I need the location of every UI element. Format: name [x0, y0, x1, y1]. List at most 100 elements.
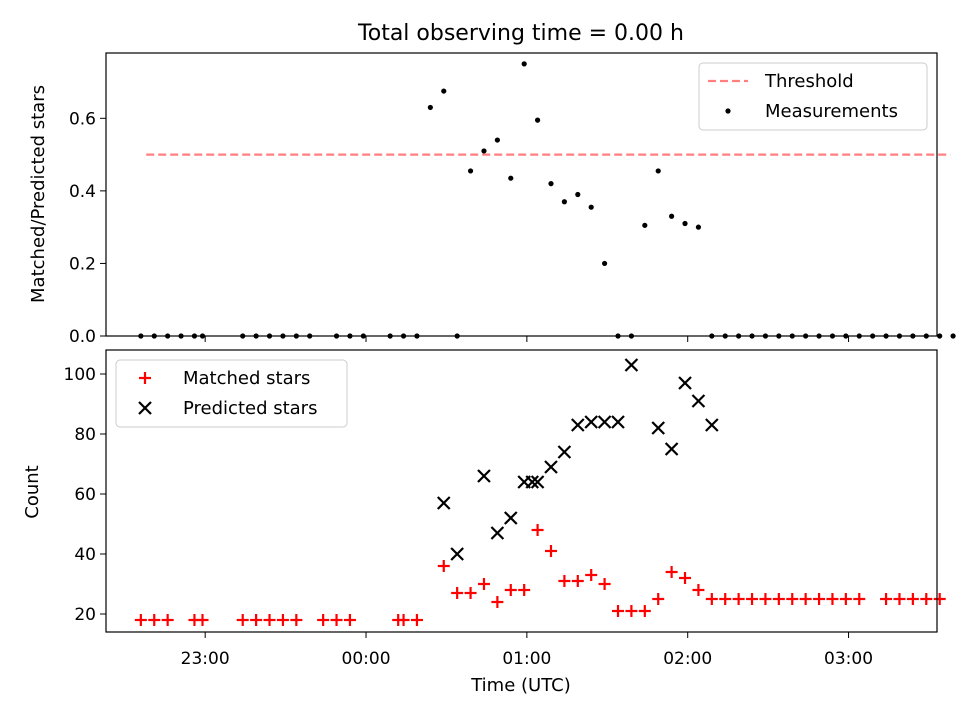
matched-star-point [410, 614, 423, 626]
predicted-star-point [624, 358, 639, 372]
bottom-legend-box [115, 359, 348, 428]
bottom-axes-frame [105, 349, 938, 633]
predicted-star-point [544, 460, 558, 474]
matched-star-point [625, 605, 638, 617]
matched-star-point [571, 575, 584, 587]
matched-star-point [477, 578, 490, 590]
matched-star-point [504, 584, 517, 596]
predicted-star-point [530, 475, 545, 489]
measurement-point [588, 204, 594, 210]
matched-star-point [531, 524, 544, 536]
predicted-star-point [436, 496, 451, 510]
matched-star-point [826, 593, 839, 605]
predicted-star-point [584, 415, 598, 429]
predicted-star-point [450, 547, 464, 561]
matched-star-point [544, 545, 557, 557]
top-legend: Threshold Measurements [698, 62, 928, 131]
matched-star-point [786, 593, 799, 605]
matched-star-point [665, 566, 678, 578]
predicted-star-point [678, 376, 692, 390]
matched-star-point [343, 614, 356, 626]
predicted-star-point [651, 421, 665, 435]
matched-star-point [134, 614, 147, 626]
matched-star-point [236, 614, 249, 626]
bottom-ytick-label: 100 [64, 365, 96, 385]
measurement-point [548, 181, 554, 187]
legend-predicted-swatch [138, 401, 152, 415]
top-y-axis-label: Matched/Predicted stars [28, 85, 49, 303]
measurement-point [494, 137, 500, 143]
matched-star-point [772, 593, 785, 605]
matched-star-point [839, 593, 852, 605]
matched-star-point [330, 614, 343, 626]
bottom-panel: Count Time (UTC) 20 40 60 80 100 23:00 00:00 0… [22, 349, 946, 696]
matched-star-point [290, 614, 303, 626]
predicted-star-point [611, 415, 625, 429]
matched-star-point [906, 593, 919, 605]
predicted-star-point [503, 511, 518, 525]
matched-star-point [719, 593, 732, 605]
matched-star-point [746, 593, 759, 605]
bottom-xtick-label: 23:00 [181, 649, 230, 669]
bottom-ytick-label: 80 [74, 425, 96, 445]
matched-star-point [813, 593, 826, 605]
legend-threshold-label: Threshold [764, 71, 854, 92]
matched-star-point [148, 614, 161, 626]
bottom-xtick-label: 01:00 [502, 649, 551, 669]
measurement-point [441, 88, 447, 94]
matched-star-point [652, 593, 665, 605]
measurement-point [642, 222, 648, 228]
top-panel: Total observing time = 0.00 h Matched/Pr… [28, 21, 956, 347]
measurement-point [655, 168, 661, 174]
matched-star-point [759, 593, 772, 605]
top-ytick-label: 0.2 [69, 254, 96, 274]
bottom-ytick-label: 60 [74, 485, 96, 505]
legend-measurements-label: Measurements [765, 101, 898, 122]
matched-star-point [464, 587, 477, 599]
top-ytick-label: 0.4 [69, 182, 96, 202]
predicted-star-point [525, 475, 540, 489]
measurement-point [669, 213, 675, 219]
predicted-star-point [557, 445, 572, 459]
legend-predicted-label: Predicted stars [183, 398, 317, 419]
top-x-ticks [204, 336, 850, 342]
legend-measurements-swatch [725, 108, 731, 114]
top-plot-area [138, 61, 956, 339]
matched-star-point [491, 596, 504, 608]
measurement-point [521, 61, 527, 67]
bottom-xtick-label: 02:00 [663, 649, 712, 669]
measurement-point [575, 191, 581, 198]
matched-star-point [732, 593, 745, 605]
matched-star-point [558, 575, 571, 587]
matched-star-point [853, 593, 866, 605]
matched-star-point [397, 614, 410, 626]
bottom-xtick-label: 03:00 [824, 649, 873, 669]
bottom-plot-area [134, 358, 946, 626]
measurement-point [481, 148, 487, 154]
matched-star-point [799, 593, 812, 605]
matched-star-point [598, 578, 611, 590]
bottom-x-axis-label: Time (UTC) [470, 675, 571, 696]
legend-matched-label: Matched stars [183, 368, 310, 389]
matched-star-point [451, 587, 464, 599]
top-y-ticks: 0.0 0.2 0.4 0.6 [69, 109, 106, 347]
matched-star-point [920, 593, 933, 605]
bottom-ytick-label: 40 [74, 545, 96, 565]
measurement-point [427, 104, 433, 111]
bottom-y-axis-label: Count [22, 465, 43, 518]
predicted-star-point [597, 415, 612, 429]
matched-star-point [679, 572, 692, 584]
matched-star-point [196, 614, 209, 626]
bottom-y-ticks: 20 40 60 80 100 [64, 365, 106, 625]
measurement-point [937, 333, 943, 339]
predicted-star-point [705, 418, 719, 432]
top-title: Total observing time = 0.00 h [357, 21, 684, 46]
matched-star-point [585, 569, 598, 581]
predicted-star-point [691, 394, 706, 408]
matched-star-point [612, 605, 625, 617]
predicted-star-point [571, 418, 585, 432]
bottom-legend: Matched stars Predicted stars [115, 359, 348, 428]
measurement-point [682, 220, 688, 227]
matched-star-point [692, 584, 705, 596]
